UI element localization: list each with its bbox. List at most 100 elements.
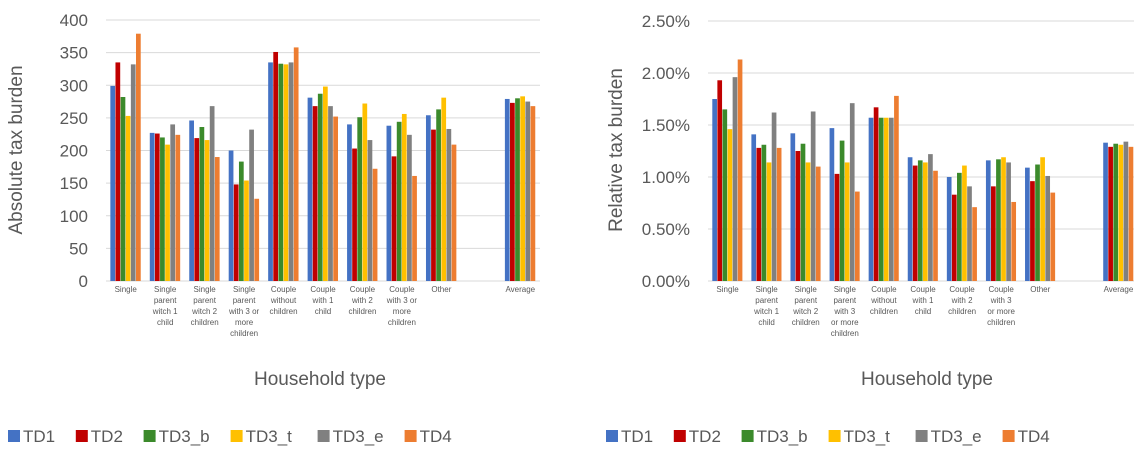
- bar-td3-b: [917, 160, 923, 281]
- legend-swatch: [1002, 430, 1015, 442]
- bar-td3-b: [722, 109, 728, 282]
- category-label: Single: [194, 285, 217, 294]
- bar-td4: [333, 116, 338, 281]
- bar-td2: [312, 106, 318, 281]
- y-tick-label: 0.50%: [642, 220, 690, 239]
- category-label: children: [270, 307, 298, 316]
- bar-td3-t: [962, 165, 967, 281]
- bar-td2: [233, 184, 239, 281]
- bar-td3-b: [436, 109, 441, 281]
- bar-td1: [307, 97, 313, 282]
- category-label: children: [348, 307, 376, 316]
- bar-td1: [1025, 167, 1030, 281]
- category-label: with 2: [951, 296, 973, 305]
- bar-td2: [717, 80, 723, 281]
- category-label: with 1: [312, 296, 334, 305]
- bar-td2: [834, 173, 840, 281]
- bar-td3-e: [249, 129, 254, 281]
- bar-td2: [795, 151, 801, 281]
- legend-label: TD3_t: [246, 427, 293, 446]
- category-label: Couple: [989, 285, 1015, 294]
- bar-td3-e: [1006, 162, 1011, 281]
- bar-td2: [1030, 181, 1035, 281]
- bar-td2: [154, 133, 160, 281]
- category-label: Single: [716, 285, 739, 294]
- category-label: with 3 or: [228, 307, 260, 316]
- bar-td3-t: [401, 113, 407, 282]
- bar-td1: [189, 120, 194, 282]
- bar-td4: [737, 59, 743, 282]
- chart-1: 0 50 100 150 200 250 300 350 400 Absolute tax bur…: [6, 11, 540, 446]
- bar-td4: [1011, 201, 1017, 281]
- bar-td3-t: [204, 140, 210, 281]
- bar-td2: [991, 186, 996, 281]
- bar-td1: [868, 117, 874, 281]
- bar-td3-t: [165, 144, 170, 281]
- y-tick-label: 50: [69, 239, 88, 258]
- category-label: parent: [833, 296, 856, 305]
- bar-td3-e: [209, 106, 215, 281]
- category-label: parent: [755, 296, 778, 305]
- bar-td3-t: [520, 96, 525, 281]
- legend-swatch: [8, 430, 20, 442]
- legend-label: TD1: [23, 427, 55, 446]
- bar-td2: [352, 148, 357, 281]
- category-label: parent: [154, 296, 177, 305]
- chart-2: 0.00% 0.50% 1.00% 1.50% 2.00% 2.50% Relative t…: [606, 12, 1134, 446]
- legend-label: TD2: [689, 427, 721, 446]
- bar-td3-b: [957, 172, 962, 281]
- bar-td3-b: [1035, 164, 1040, 281]
- legend-swatch: [741, 430, 754, 442]
- bar-td4: [451, 144, 457, 281]
- legend-label: TD1: [621, 427, 653, 446]
- bar-td3-e: [771, 112, 777, 282]
- legend-swatch: [143, 430, 156, 442]
- category-label: Couple: [389, 285, 415, 294]
- bar-td3-t: [441, 97, 447, 282]
- y-tick-label: 0.00%: [642, 272, 690, 291]
- category-label: without: [270, 296, 297, 305]
- legend-swatch: [75, 430, 88, 442]
- legend-label: TD4: [1018, 427, 1050, 446]
- bar-td2: [912, 165, 918, 281]
- bar-td1: [1103, 142, 1108, 281]
- category-label: child: [758, 318, 774, 327]
- category-label: Couple: [871, 285, 897, 294]
- bar-td3-t: [1001, 157, 1006, 281]
- bar-td1: [751, 134, 757, 281]
- bar-td3-b: [278, 63, 284, 281]
- bar-td3-b: [160, 137, 165, 281]
- y-tick-label: 150: [60, 174, 88, 193]
- bar-td2: [391, 156, 397, 281]
- bar-td3-b: [199, 127, 205, 281]
- category-label: with 2: [351, 296, 373, 305]
- bar-td4: [293, 47, 299, 281]
- bar-td3-b: [515, 98, 520, 281]
- category-label: Couple: [271, 285, 297, 294]
- bar-td3-e: [407, 134, 412, 281]
- category-label: Other: [1030, 285, 1050, 294]
- category-label: children: [948, 307, 976, 316]
- category-label: with 3: [990, 296, 1012, 305]
- category-label: children: [191, 318, 219, 327]
- bar-td3-t: [1118, 144, 1124, 281]
- bar-td2: [194, 138, 200, 281]
- category-label: parent: [233, 296, 256, 305]
- bar-td2: [510, 102, 515, 282]
- y-tick-label: 1.00%: [642, 168, 690, 187]
- category-label: Couple: [910, 285, 936, 294]
- bar-td3-e: [1045, 175, 1051, 281]
- category-label: child: [915, 307, 931, 316]
- bar-td1: [907, 157, 913, 281]
- bar-td3-e: [732, 77, 738, 281]
- bar-td3-b: [761, 144, 767, 281]
- bar-td4: [372, 168, 378, 281]
- legend-swatch: [828, 430, 841, 442]
- bar-td3-t: [244, 180, 249, 281]
- bar-td3-b: [996, 159, 1001, 281]
- category-label: Single: [834, 285, 857, 294]
- bar-td2: [873, 107, 879, 281]
- bar-td2: [951, 194, 957, 281]
- y-axis-title: Absolute tax burden: [6, 65, 27, 234]
